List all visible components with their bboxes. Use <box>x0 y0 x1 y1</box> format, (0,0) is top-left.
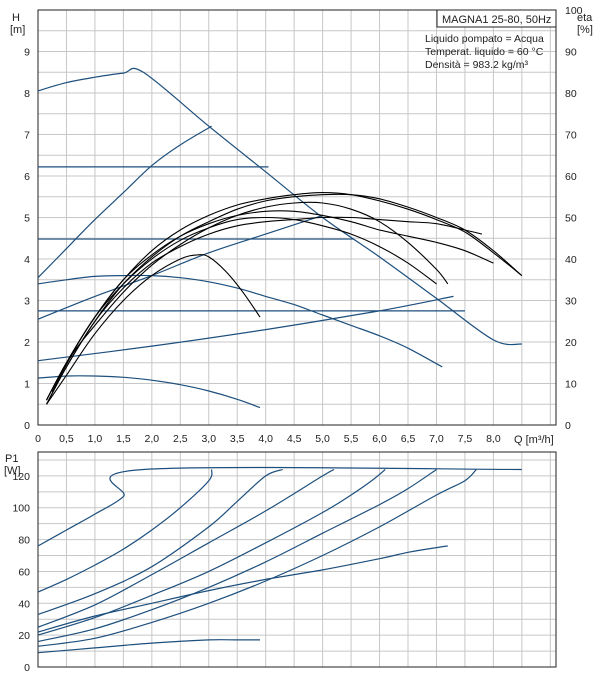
chart-title: MAGNA1 25-80, 50Hz <box>442 14 551 26</box>
power-chart-frame <box>37 451 557 668</box>
eta-curve-5 <box>46 193 523 405</box>
y-tick-label: 0 <box>24 420 30 432</box>
title-box <box>436 9 557 28</box>
y-axis-label-p1: P1 <box>5 453 18 465</box>
p1-tick-label: 20 <box>18 630 30 642</box>
p1-curve-6 <box>37 469 437 643</box>
x-tick-label: 3,5 <box>230 433 245 445</box>
info-temperature: Temperat. liquido = 60 °C <box>425 46 544 58</box>
p1-curve-4 <box>37 468 335 628</box>
p1-curve-5 <box>37 469 386 636</box>
x-tick-label: 8,0 <box>486 433 501 445</box>
head-curve-1 <box>37 67 522 346</box>
y-axis-unit-p1: [W] <box>4 465 21 477</box>
y-axis-label-h: H <box>12 12 20 24</box>
y2-axis-label-eta: eta <box>577 12 593 24</box>
head-curve-9 <box>37 375 261 409</box>
p1-curve-9 <box>37 639 260 654</box>
head-chart-frame <box>37 9 557 426</box>
x-tick-label: 0,5 <box>59 433 74 445</box>
y-tick-label: 8 <box>24 88 30 100</box>
y2-tick-label: 90 <box>565 47 577 59</box>
y2-tick-label: 30 <box>565 296 577 308</box>
y2-tick-label: 40 <box>565 254 577 266</box>
curve-layer <box>37 67 523 654</box>
p1-tick-label: 100 <box>12 503 30 515</box>
eta-curve-1 <box>46 254 261 405</box>
x-tick-label: 7,0 <box>429 433 444 445</box>
head-curve-6 <box>37 295 454 362</box>
p1-curve-1 <box>37 466 522 547</box>
y2-tick-label: 10 <box>565 379 577 391</box>
p1-tick-label: 120 <box>12 471 30 483</box>
y-tick-label: 7 <box>24 130 30 142</box>
y-tick-label: 9 <box>24 47 30 59</box>
y-tick-label: 3 <box>24 296 30 308</box>
y2-tick-label: 50 <box>565 213 577 225</box>
x-tick-label: 1,5 <box>116 433 131 445</box>
info-liquid: Liquido pompato = Acqua <box>425 33 544 45</box>
x-tick-label: 1,0 <box>88 433 103 445</box>
y-tick-label: 2 <box>24 337 30 349</box>
p1-curve-2 <box>37 469 213 593</box>
x-tick-label: 4,5 <box>287 433 302 445</box>
x-tick-label: 3,0 <box>201 433 216 445</box>
p1-curve-3 <box>37 468 284 615</box>
y2-tick-label: 80 <box>565 88 577 100</box>
head-curve-2 <box>37 125 212 279</box>
p1-tick-label: 40 <box>18 598 30 610</box>
y2-tick-label: 60 <box>565 171 577 183</box>
eta-curve-2 <box>46 216 437 401</box>
head-curve-4 <box>37 214 323 320</box>
x-tick-label: 2,5 <box>173 433 188 445</box>
x-tick-label: 2,0 <box>145 433 160 445</box>
y-tick-label: 5 <box>24 213 30 225</box>
x-tick-label: 7,5 <box>458 433 473 445</box>
y-tick-label: 4 <box>24 254 30 266</box>
x-tick-label: 5,5 <box>344 433 359 445</box>
x-tick-label: 6,0 <box>372 433 387 445</box>
x-tick-label: 5,0 <box>315 433 330 445</box>
power-chart-grid <box>38 452 556 667</box>
eta-curve-4 <box>46 216 483 405</box>
y2-axis-unit-eta: [%] <box>577 24 593 36</box>
x-axis-label-q: Q [m³/h] <box>514 434 554 446</box>
y-axis-unit-h: [m] <box>10 24 25 36</box>
x-tick-label: 4,0 <box>258 433 273 445</box>
y2-tick-label: 100 <box>565 5 583 17</box>
axis-tick-labels: 0 0,5 1,0 1,5 2,0 2,5 3,0 3,5 4,0 4,5 5,0 5,5 6,0 6,5… <box>12 5 582 674</box>
y-tick-label: 6 <box>24 171 30 183</box>
p1-curve-7 <box>37 469 477 647</box>
y-tick-label: 1 <box>24 379 30 391</box>
p1-tick-label: 0 <box>24 662 30 674</box>
eta-curve-7 <box>51 201 449 393</box>
info-density: Densità = 983.2 kg/m³ <box>425 59 529 71</box>
p1-curve-8 <box>37 545 448 633</box>
p1-tick-label: 80 <box>18 535 30 547</box>
eta-curve-6 <box>46 192 523 401</box>
y2-tick-label: 70 <box>565 130 577 142</box>
head-curve-8 <box>37 274 443 368</box>
head-chart-grid <box>38 10 556 425</box>
y2-tick-label: 0 <box>565 420 571 432</box>
x-tick-label: 6,5 <box>401 433 416 445</box>
x-tick-label: 0 <box>35 433 41 445</box>
y2-tick-label: 20 <box>565 337 577 349</box>
p1-tick-label: 60 <box>18 566 30 578</box>
